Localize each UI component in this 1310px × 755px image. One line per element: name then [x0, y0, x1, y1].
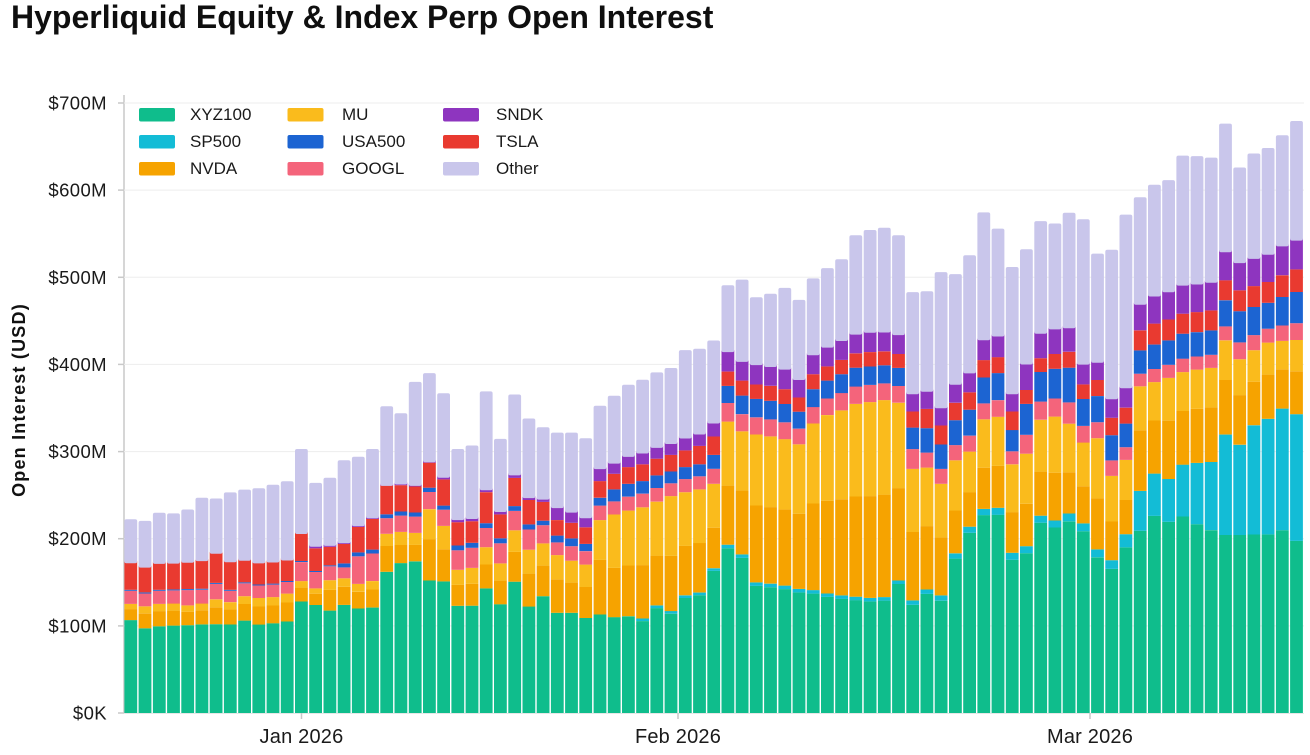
- svg-text:TSLA: TSLA: [496, 132, 539, 151]
- svg-text:SP500: SP500: [190, 132, 241, 151]
- svg-text:NVDA: NVDA: [190, 159, 238, 178]
- svg-text:USA500: USA500: [342, 132, 405, 151]
- svg-text:$500M: $500M: [48, 267, 107, 288]
- svg-text:XYZ100: XYZ100: [190, 105, 251, 124]
- svg-text:$600M: $600M: [48, 180, 107, 201]
- svg-text:SNDK: SNDK: [496, 105, 544, 124]
- svg-text:$0K: $0K: [73, 703, 107, 724]
- svg-text:$700M: $700M: [48, 93, 107, 114]
- svg-text:GOOGL: GOOGL: [342, 159, 404, 178]
- svg-text:$300M: $300M: [48, 441, 107, 462]
- svg-text:Feb 2026: Feb 2026: [635, 726, 721, 748]
- svg-text:MU: MU: [342, 105, 368, 124]
- svg-text:$400M: $400M: [48, 354, 107, 375]
- svg-text:Mar 2026: Mar 2026: [1047, 726, 1133, 748]
- svg-text:Jan 2026: Jan 2026: [260, 726, 344, 748]
- svg-text:$200M: $200M: [48, 528, 107, 549]
- svg-text:Other: Other: [496, 159, 539, 178]
- svg-text:$100M: $100M: [48, 615, 107, 636]
